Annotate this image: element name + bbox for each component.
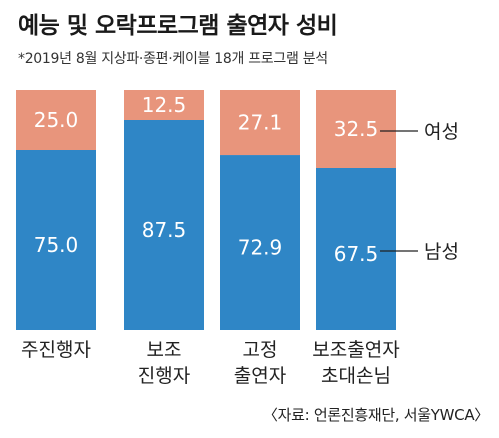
- category-label-0: 주진행자: [21, 339, 91, 361]
- bar-segment-여성-0: [16, 90, 96, 150]
- data-label-남성-0: 75.0: [34, 233, 79, 257]
- data-label-여성-3: 32.5: [334, 117, 379, 141]
- bar-segment-남성-1: [124, 120, 204, 330]
- data-label-여성-0: 25.0: [34, 108, 79, 132]
- bar-segment-남성-3: [316, 168, 396, 330]
- data-label-남성-2: 72.9: [238, 236, 283, 260]
- category-label-1-line-1: 진행자: [138, 365, 190, 387]
- data-label-여성-2: 27.1: [238, 111, 283, 135]
- category-label-2-line-0: 고정: [243, 339, 278, 361]
- bar-segment-여성-3: [316, 90, 396, 168]
- chart-title: 예능 및 오락프로그램 출연자 성비: [18, 13, 338, 39]
- legend-label-남성: 남성: [424, 241, 459, 263]
- data-label-여성-1: 12.5: [142, 93, 187, 117]
- legend-label-여성: 여성: [424, 121, 459, 143]
- bar-segment-여성-2: [220, 90, 300, 156]
- data-label-남성-1: 87.5: [142, 218, 187, 242]
- data-label-남성-3: 67.5: [334, 242, 379, 266]
- chart-subtitle: *2019년 8월 지상파·종편·케이블 18개 프로그램 분석: [18, 51, 328, 67]
- category-label-3-line-0: 보조출연자: [312, 339, 399, 361]
- bar-segment-여성-1: [124, 90, 204, 120]
- bar-segment-남성-0: [16, 150, 96, 330]
- category-label-1-line-0: 보조: [147, 339, 182, 361]
- category-label-2-line-1: 출연자: [234, 365, 286, 387]
- bar-segment-남성-2: [220, 155, 300, 330]
- source-note: 〈자료: 언론진흥재단, 서울YWCA〉: [262, 406, 489, 424]
- category-label-3-line-1: 초대손님: [321, 365, 391, 387]
